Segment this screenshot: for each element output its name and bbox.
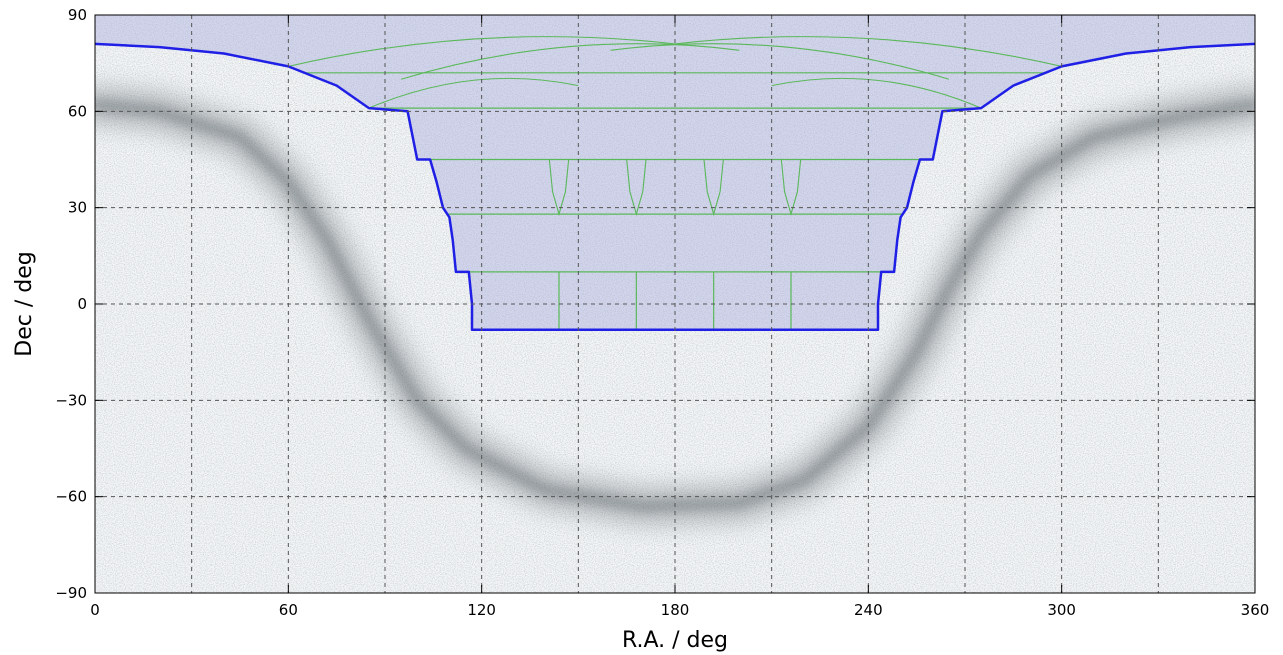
tile-arc [610, 43, 950, 80]
y-tick-label: −30 [55, 391, 87, 409]
tile-arc [288, 36, 676, 67]
tile-arc [771, 77, 982, 109]
galactic-band [95, 87, 1255, 524]
x-tick-label: 120 [467, 601, 496, 619]
y-tick-label: −90 [55, 584, 87, 602]
x-tick-label: 0 [90, 601, 100, 619]
y-tick-label: −60 [55, 488, 87, 506]
footprint-fill [95, 15, 1255, 330]
tile-arc [674, 36, 1062, 67]
tile-funnel [548, 159, 570, 217]
y-tick-label: 60 [68, 102, 87, 120]
x-tick-label: 300 [1047, 601, 1076, 619]
x-tick-label: 180 [661, 601, 690, 619]
tile-arc [368, 77, 579, 109]
tile-funnel [626, 159, 647, 217]
tile-funnel [703, 159, 724, 217]
y-tick-label: 90 [68, 6, 87, 24]
y-axis-label: Dec / deg [12, 251, 37, 356]
tile-arc [400, 43, 740, 80]
y-tick-label: 30 [68, 199, 87, 217]
x-tick-label: 60 [279, 601, 298, 619]
galactic-band-core [95, 99, 1255, 512]
grid-lines [95, 15, 1255, 593]
x-tick-label: 240 [854, 601, 883, 619]
tile-funnel [780, 159, 802, 217]
x-axis-label: R.A. / deg [622, 628, 728, 653]
y-tick-label: 0 [77, 295, 87, 313]
x-tick-label: 360 [1241, 601, 1270, 619]
